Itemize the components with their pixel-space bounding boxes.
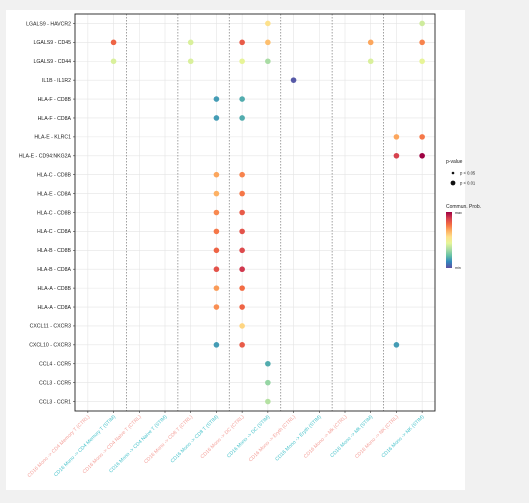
x-tick-label: CD16 Mono -> Eryth (CTRL) [248,414,297,463]
data-point [239,115,245,121]
y-tick-label: HLA-F - CD8A [38,116,72,122]
pvalue-legend-label: p < 0.05 [460,171,476,176]
data-point [239,39,245,46]
data-point [213,115,220,121]
pvalue-legend-dot [450,180,456,186]
data-point [419,20,425,27]
data-point [213,342,220,348]
y-tick-label: HLA-E - KLRC1 [34,135,71,141]
y-tick-label: HLA-A - CD8A [38,305,72,311]
x-tick-label: CD16 Mono -> DC (CTRL) [200,414,246,460]
data-point [265,58,271,65]
y-tick-label: CXCL11 - CXCR3 [30,324,72,330]
x-tick-label: CD16 Mono -> DC (STIM) [226,414,271,459]
y-tick-label: HLA-E - CD94:NKG2A [19,154,72,160]
plot-card [6,10,465,490]
data-point [213,190,220,197]
data-point [239,266,245,273]
data-point [265,39,271,46]
y-tick-label: CCL3 - CCR5 [39,380,71,386]
data-point [239,247,245,254]
y-tick-label: CXCL10 - CXCR3 [29,343,71,349]
data-point [187,58,194,65]
y-tick-label: HLA-C - CD8B [37,172,72,178]
y-tick-label: LGALS9 - HAVCR2 [26,21,71,27]
data-point [187,39,194,46]
y-tick-label: HLA-E - CD8A [37,191,71,197]
data-point [393,342,400,348]
pvalue-legend-dot [451,171,455,175]
data-point [239,304,245,310]
data-point [213,96,220,102]
y-tick-label: LGALS9 - CD44 [34,59,72,65]
data-point [213,266,220,273]
x-tick-label: CD16 Mono -> CD8 T (STIM) [170,414,220,464]
data-point [419,134,425,140]
y-tick-label: IL1B - IL1R2 [42,78,71,84]
data-point [367,39,374,46]
data-point [265,360,271,367]
y-tick-label: LGALS9 - CD45 [34,40,72,46]
data-point [419,39,425,46]
data-point [393,152,400,159]
x-tick-label: CD16 Mono -> NK (STIM) [381,414,426,459]
data-point [367,58,374,65]
data-point [239,171,245,178]
x-tick-label: CD16 Mono -> Eryth (STIM) [274,414,323,463]
prob-legend-max: max [455,211,462,215]
y-tick-label: HLA-C - CD8A [37,229,72,235]
x-tick-label: CD16 Mono -> Mk (CTRL) [303,414,349,460]
data-point [265,379,271,386]
prob-colorbar [446,212,452,268]
data-point [393,134,400,140]
data-point [239,342,245,348]
data-point [213,285,220,291]
data-point [213,171,220,178]
data-point [239,323,245,329]
y-tick-label: HLA-B - CD8B [37,248,71,254]
data-point [213,209,220,216]
data-point [290,77,297,83]
data-point [239,96,245,102]
data-point [239,58,245,65]
data-point [110,58,117,65]
data-point [265,20,271,27]
y-tick-label: HLA-B - CD8A [37,267,71,273]
x-tick-label: CD16 Mono -> Mk (STIM) [329,414,374,459]
prob-legend-min: min [455,266,461,270]
data-point [265,398,271,405]
y-tick-label: CCL3 - CCR1 [39,399,71,405]
data-point [239,228,245,235]
data-point [110,39,117,46]
pvalue-legend-label: p < 0.01 [460,181,476,186]
data-point [419,152,425,159]
data-point [213,247,220,254]
x-tick-label: CD16 Mono -> NK (CTRL) [354,414,400,460]
y-tick-label: HLA-A - CD8B [38,286,72,292]
data-point [419,58,425,65]
y-tick-label: CCL4 - CCR5 [39,362,71,368]
y-tick-label: HLA-C - CD8B [37,210,72,216]
y-tick-label: HLA-F - CD8B [38,97,72,103]
data-point [239,190,245,197]
data-point [213,304,220,310]
pvalue-legend-title: p-value [446,159,463,165]
x-tick-label: CD16 Mono -> CD8 T (CTRL) [143,414,194,465]
prob-legend-title: Commun. Prob. [446,204,481,210]
data-point [239,285,245,291]
data-point [213,228,220,235]
data-point [239,209,245,216]
